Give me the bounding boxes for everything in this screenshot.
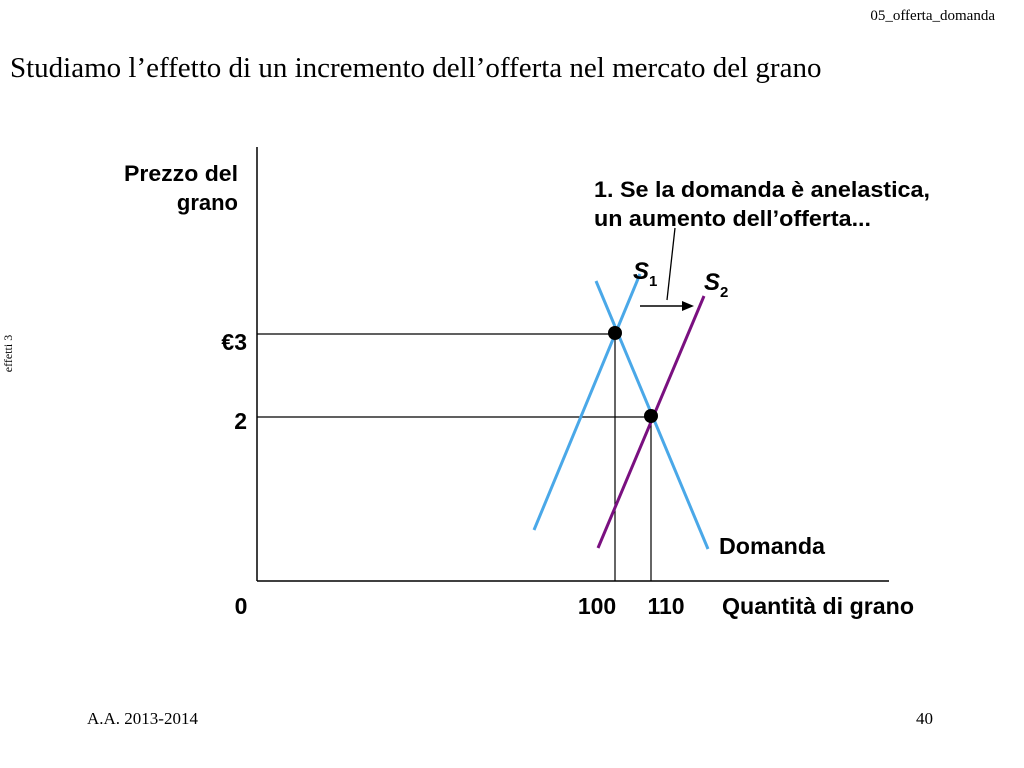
supply-curve-s1 <box>532 273 642 531</box>
y-axis-label-line2: grano <box>177 190 238 215</box>
qty-low-label: 100 <box>578 593 616 619</box>
price-high-label: €3 <box>221 329 247 355</box>
price-low-label: 2 <box>234 408 247 434</box>
annotation-pointer <box>666 227 676 301</box>
slide-title: Studiamo l’effetto di un incremento dell… <box>10 52 822 84</box>
s2-label: S2 <box>704 269 728 301</box>
origin-label: 0 <box>235 593 248 619</box>
equilibrium-point-new <box>644 409 658 423</box>
equilibrium-point-initial <box>608 326 622 340</box>
file-label: 05_offerta_domanda <box>870 8 995 24</box>
x-axis-label: Quantità di grano <box>722 593 914 619</box>
s1-letter: S <box>633 258 649 285</box>
s1-subscript: 1 <box>649 273 657 290</box>
y-axis-label-line1: Prezzo del <box>124 161 238 186</box>
annotation-line2: un aumento dell’offerta... <box>594 206 871 231</box>
s2-subscript: 2 <box>720 284 728 301</box>
footer-page-number: 40 <box>916 709 933 728</box>
footer-year: A.A. 2013-2014 <box>87 709 198 728</box>
demand-label: Domanda <box>719 533 825 559</box>
shift-arrowhead <box>682 301 694 311</box>
s1-label: S1 <box>633 258 657 290</box>
annotation-line1: 1. Se la domanda è anelastica, <box>594 177 930 202</box>
s2-letter: S <box>704 269 720 296</box>
qty-high-label: 110 <box>647 593 684 619</box>
